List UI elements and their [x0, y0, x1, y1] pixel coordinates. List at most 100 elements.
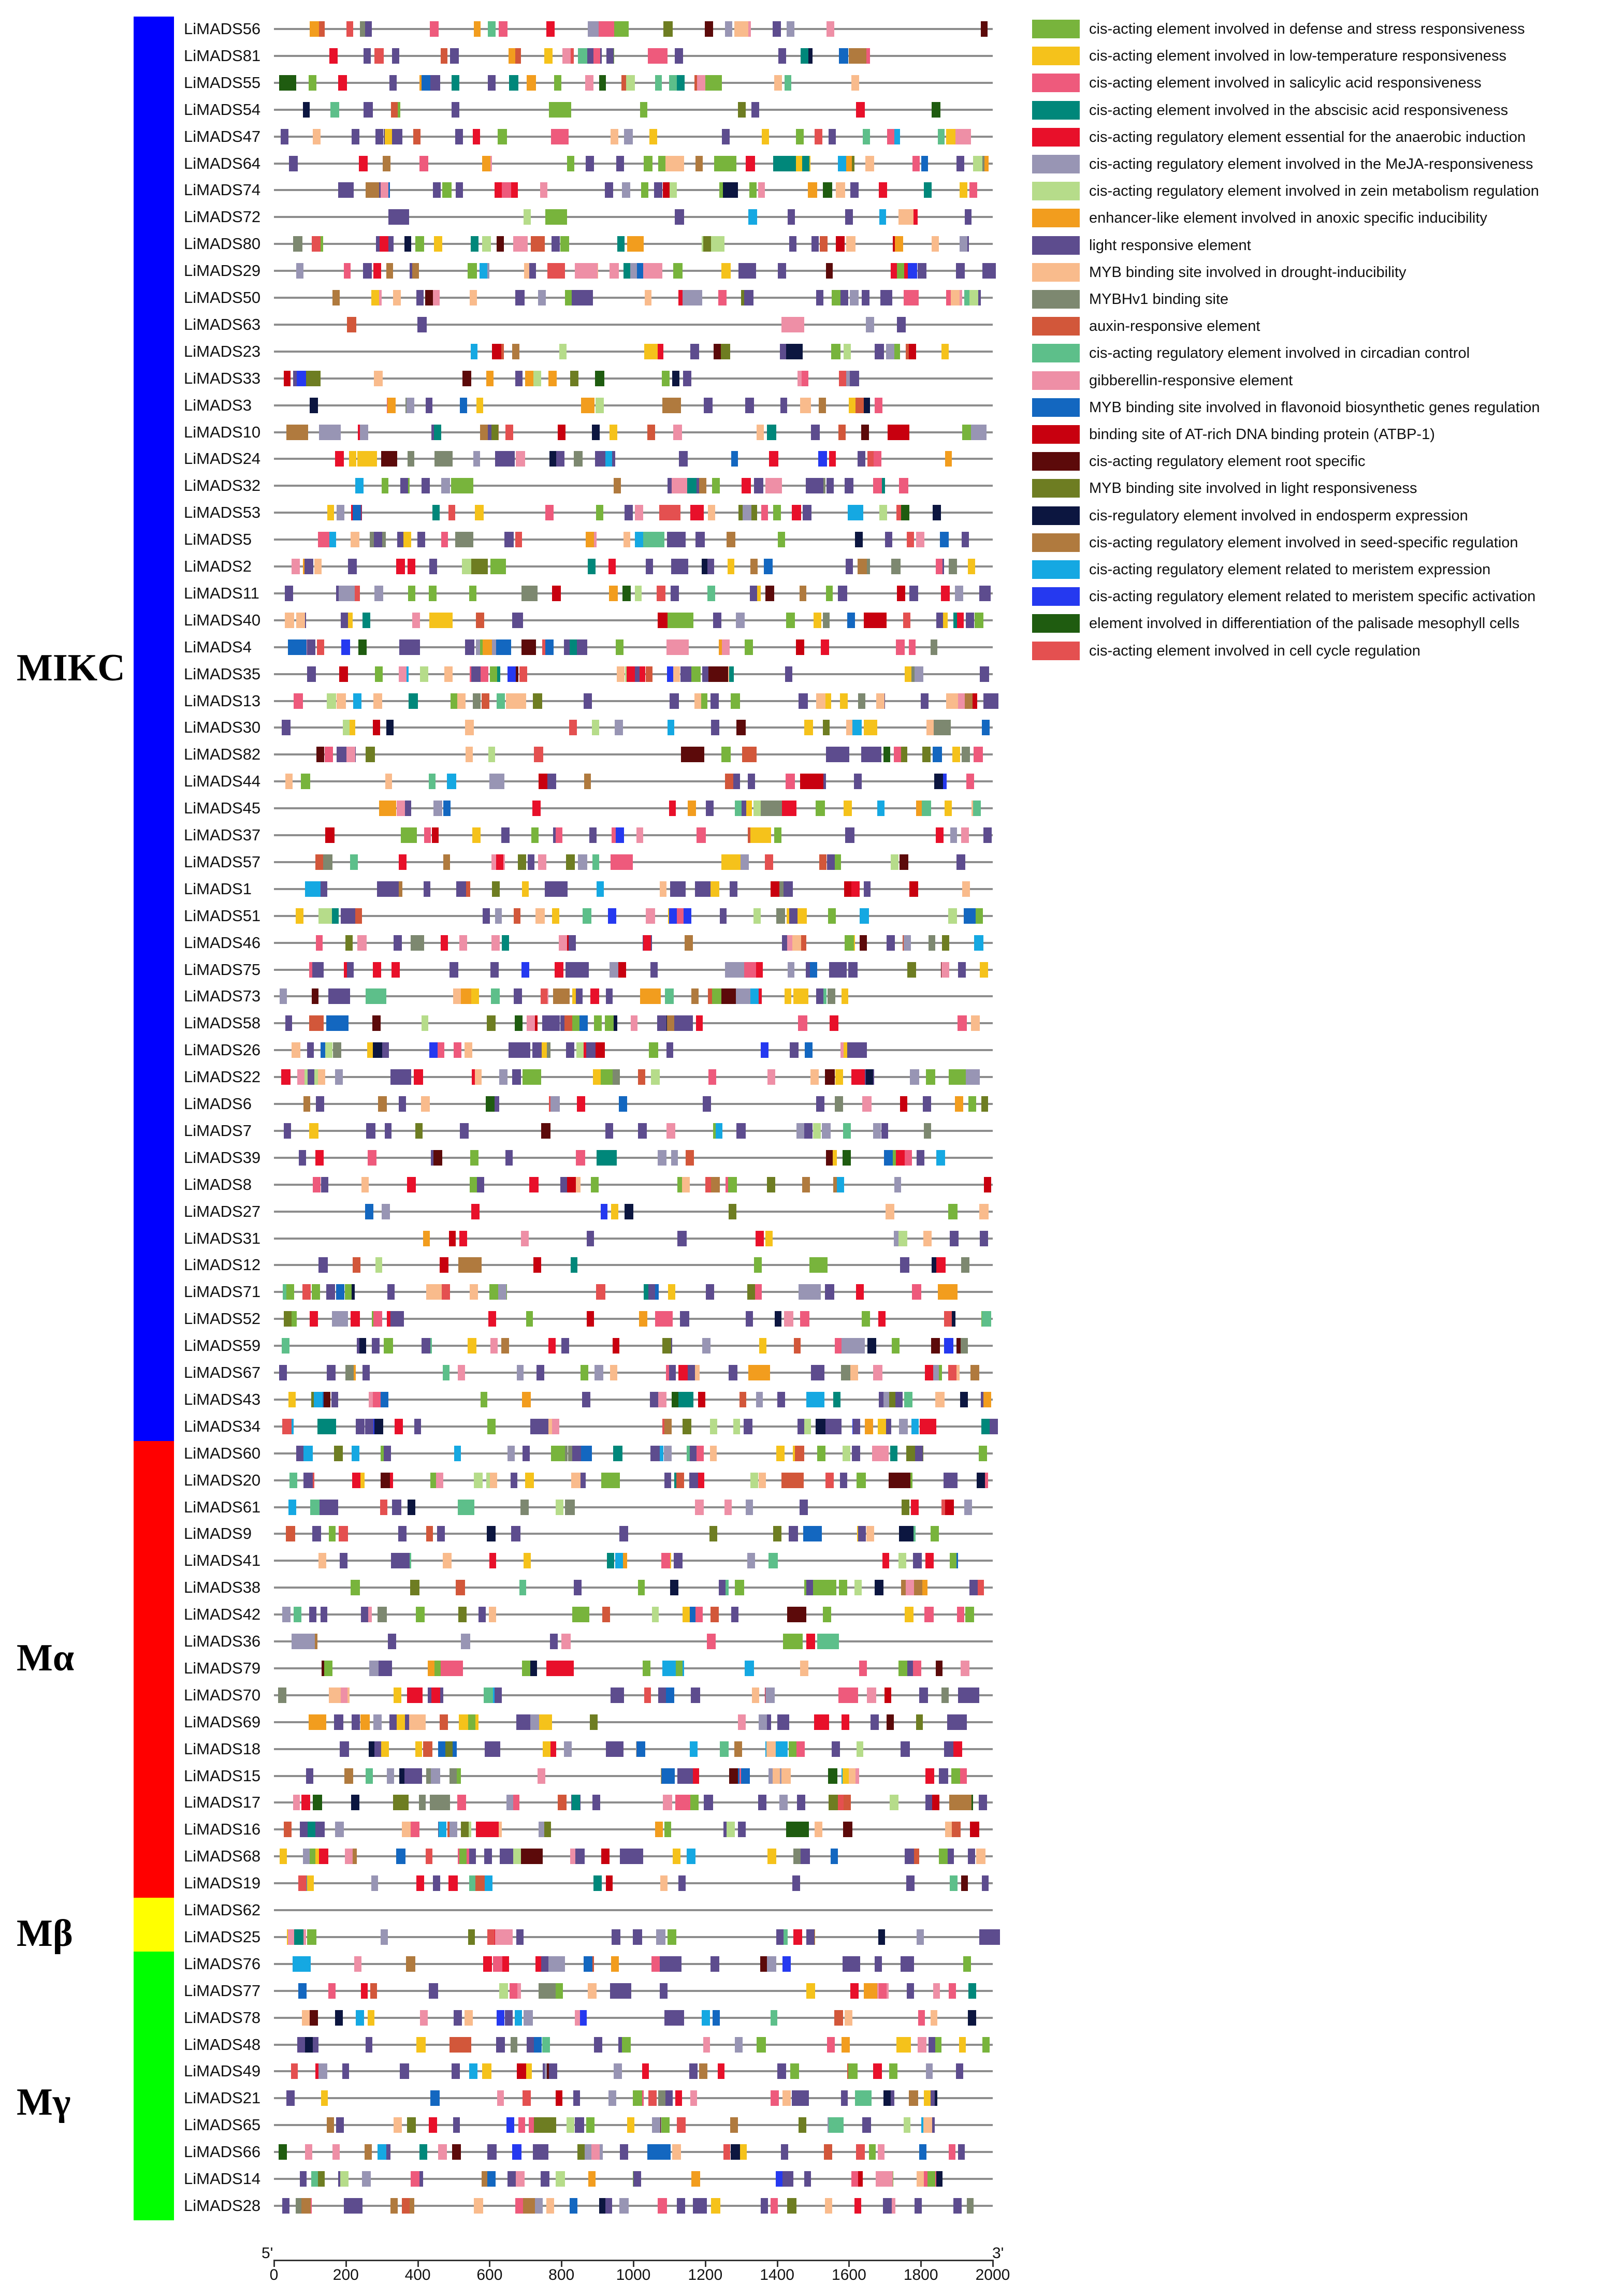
cis-element-mark [586, 155, 594, 171]
cis-element-mark [668, 1929, 677, 1945]
cis-element-mark [567, 2117, 574, 2133]
legend-item: cis-acting regulatory element related to… [1032, 559, 1622, 581]
cis-element-mark [694, 1607, 703, 1623]
cis-element-mark [967, 2198, 974, 2214]
cis-element-mark [657, 585, 666, 601]
cis-element-mark [680, 1015, 687, 1031]
cis-element-mark [296, 370, 306, 386]
cis-element-mark [536, 1365, 544, 1380]
cis-element-mark [703, 397, 713, 413]
cis-element-mark [979, 666, 989, 682]
cis-element-mark [418, 1795, 426, 1811]
cis-element-mark [459, 935, 467, 951]
cis-element-mark [505, 1150, 513, 1166]
cis-element-mark [900, 1096, 907, 1112]
cis-element-mark [770, 881, 779, 897]
cis-element-mark [848, 505, 864, 521]
cis-element-mark [428, 774, 436, 790]
cis-element-mark [426, 1526, 433, 1542]
cis-element-mark [980, 962, 989, 978]
cis-element-mark [362, 2171, 371, 2187]
cis-element-mark [325, 1042, 333, 1058]
cis-element-mark [883, 1150, 893, 1166]
cis-element-mark [538, 854, 546, 870]
cis-element-mark [736, 720, 746, 736]
cis-element-mark [979, 585, 987, 601]
cis-element-mark [455, 532, 474, 548]
cis-element-mark [444, 666, 453, 682]
cis-element-mark [635, 532, 645, 548]
cis-element-mark [792, 1875, 800, 1892]
cis-element-mark [976, 1580, 984, 1596]
cis-element-mark [931, 1338, 940, 1354]
cis-element-mark [592, 854, 599, 870]
gene-promoter-line [274, 1345, 993, 1347]
legend-label: cis-acting element involved in salicylic… [1089, 75, 1482, 92]
cis-element-mark [964, 1499, 973, 1515]
gene-promoter-line [274, 565, 993, 568]
cis-element-mark [803, 1526, 822, 1542]
gene-promoter-line [274, 592, 993, 594]
cis-element-mark [365, 1418, 374, 1434]
legend-item: cis-acting regulatory element root speci… [1032, 451, 1622, 473]
cis-element-mark [305, 2144, 313, 2160]
cis-element-mark [525, 1472, 534, 1488]
gene-promoter-line [274, 162, 993, 165]
cis-element-mark [613, 1338, 620, 1354]
cis-element-mark [594, 1365, 603, 1380]
cis-element-mark [816, 1096, 824, 1112]
cis-element-mark [862, 2117, 871, 2133]
cis-element-mark [821, 639, 830, 655]
cis-element-mark [749, 182, 757, 198]
gene-promoter-line [274, 914, 993, 917]
cis-element-mark [484, 1849, 492, 1865]
cis-element-mark [292, 1956, 311, 1972]
cis-element-mark [825, 1069, 835, 1085]
cis-element-mark [925, 1795, 932, 1811]
cis-element-mark [983, 827, 992, 843]
cis-element-mark [387, 1768, 395, 1784]
cis-element-mark [886, 1203, 895, 1219]
cis-element-mark [904, 2117, 911, 2133]
gene-label: LiMADS35 [184, 664, 261, 683]
cis-element-mark [624, 128, 633, 144]
cis-element-mark [586, 1311, 594, 1327]
gene-promoter-line [274, 861, 993, 863]
cis-element-mark [658, 1391, 666, 1407]
cis-element-mark [721, 128, 730, 144]
cis-element-mark [735, 801, 742, 817]
gene-label: LiMADS19 [184, 1874, 261, 1893]
cis-element-mark [936, 1660, 943, 1676]
cis-element-mark [708, 505, 716, 521]
cis-element-mark [931, 236, 939, 252]
gene-promoter-line [274, 54, 993, 57]
cis-element-mark [703, 1795, 713, 1811]
cis-element-mark [473, 2198, 483, 2214]
cis-element-mark [810, 1069, 819, 1085]
cis-element-mark [460, 397, 468, 413]
cis-element-mark [647, 48, 668, 64]
cis-element-mark [660, 1875, 668, 1892]
cis-element-mark [407, 397, 415, 413]
cis-element-mark [638, 1123, 647, 1139]
cis-element-mark [942, 935, 950, 951]
cis-element-mark [708, 666, 728, 682]
cis-element-mark [638, 1069, 646, 1085]
cis-element-mark [980, 21, 988, 37]
cis-element-mark [750, 1472, 759, 1488]
cis-element-mark [725, 774, 734, 790]
cis-element-mark [510, 1983, 518, 1999]
cis-element-mark [792, 505, 802, 521]
gene-promoter-line [274, 512, 993, 514]
gene-promoter-line [274, 1774, 993, 1777]
legend-item: auxin-responsive element [1032, 316, 1622, 338]
cis-element-mark [826, 747, 850, 763]
cis-element-mark [699, 2063, 707, 2079]
cis-element-mark [689, 2063, 698, 2079]
cis-element-mark [487, 75, 496, 91]
cis-element-mark [836, 1176, 844, 1192]
cis-element-mark [440, 48, 447, 64]
cis-element-mark [483, 639, 492, 655]
gene-promoter-line [274, 189, 993, 192]
cis-element-mark [649, 128, 658, 144]
